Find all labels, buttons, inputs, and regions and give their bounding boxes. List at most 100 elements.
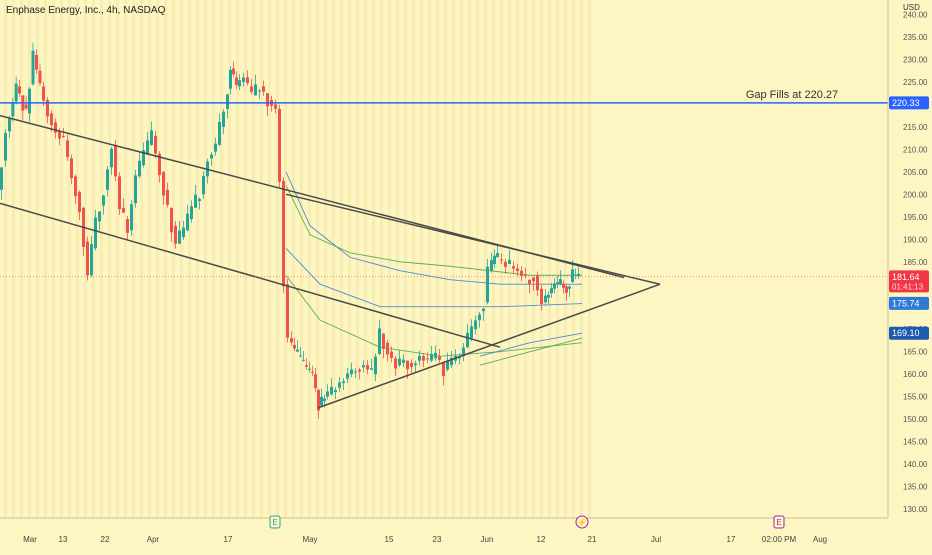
candle-body xyxy=(194,194,197,208)
session-stripe xyxy=(292,0,295,518)
candle-body xyxy=(110,148,113,168)
candle-body xyxy=(130,204,133,231)
ma-blue-lower-line xyxy=(285,247,583,308)
candle-body xyxy=(426,358,429,360)
candle-body xyxy=(553,283,556,289)
candle-body xyxy=(106,169,109,190)
candle-body xyxy=(114,144,117,177)
countdown-text: 01:41:13 xyxy=(892,282,924,291)
candle-body xyxy=(374,356,377,375)
candle-body xyxy=(35,54,38,70)
candle-body xyxy=(170,207,173,233)
earnings-marker-2-box xyxy=(773,515,785,529)
candle-body xyxy=(438,356,441,360)
y-tick-label: 135.00 xyxy=(903,483,928,492)
session-stripe xyxy=(420,0,423,518)
session-stripe xyxy=(236,0,239,518)
session-stripe xyxy=(100,0,103,518)
candle-body xyxy=(326,391,329,397)
candle-body xyxy=(430,354,433,361)
session-stripe xyxy=(380,0,383,518)
candle-body xyxy=(366,365,369,370)
x-tick-label: 17 xyxy=(224,535,233,544)
session-stripe xyxy=(372,0,375,518)
candle-body xyxy=(442,362,445,377)
candle-body xyxy=(466,332,469,348)
session-stripe xyxy=(532,0,535,518)
candle-body xyxy=(4,133,7,161)
session-stripe xyxy=(476,0,479,518)
dividend-marker[interactable]: ⚡ xyxy=(575,515,589,529)
candle-body xyxy=(571,269,574,282)
candle-body xyxy=(410,362,413,367)
last-price-tag: 181.64 01:41:13 xyxy=(889,270,929,293)
earnings-marker-2[interactable]: E xyxy=(773,515,785,529)
candle-body xyxy=(202,176,205,195)
candle-body xyxy=(0,167,3,190)
time-axis[interactable] xyxy=(0,518,888,550)
session-stripe xyxy=(284,0,287,518)
candle-body xyxy=(50,113,53,126)
y-tick-label: 215.00 xyxy=(903,123,928,132)
candle-body xyxy=(134,175,137,204)
candle-body xyxy=(235,77,238,86)
candle-body xyxy=(154,135,157,154)
y-tick-label: 195.00 xyxy=(903,213,928,222)
candle-body xyxy=(302,359,305,361)
candle-body xyxy=(562,284,565,288)
y-tick-label: 200.00 xyxy=(903,190,928,199)
candle-body xyxy=(226,94,229,109)
session-stripe xyxy=(196,0,199,518)
x-tick-label: 12 xyxy=(537,535,546,544)
candle-body xyxy=(406,360,409,370)
ma-lower-tag-bg xyxy=(889,326,929,340)
x-tick-label: Aug xyxy=(813,535,827,544)
y-tick-label: 230.00 xyxy=(903,55,928,64)
candle-body xyxy=(350,369,353,375)
candle-body xyxy=(166,189,169,205)
session-stripe xyxy=(116,0,119,518)
candle-body xyxy=(150,130,153,145)
session-stripe xyxy=(540,0,543,518)
candle-body xyxy=(74,176,77,197)
session-stripe xyxy=(300,0,303,518)
session-stripe xyxy=(412,0,415,518)
candle-body xyxy=(31,50,35,85)
candle-body xyxy=(218,121,221,145)
session-stripe xyxy=(20,0,23,518)
session-stripe xyxy=(460,0,463,518)
session-stripe xyxy=(268,0,271,518)
x-tick-label: Mar xyxy=(23,535,37,544)
candle-body xyxy=(214,143,217,152)
x-tick-label: 17 xyxy=(727,535,736,544)
candle-body xyxy=(528,279,531,284)
session-stripe xyxy=(340,0,343,518)
candle-body xyxy=(520,270,523,276)
ma-green-bottom-line xyxy=(479,337,583,366)
session-stripe xyxy=(308,0,311,518)
candle-body xyxy=(516,268,519,272)
candle-body xyxy=(258,90,261,92)
session-stripe xyxy=(260,0,263,518)
candle-body xyxy=(490,260,493,271)
candle-body xyxy=(394,358,397,369)
session-stripe xyxy=(428,0,431,518)
candle-body xyxy=(246,77,249,84)
candle-body xyxy=(486,266,489,303)
session-stripe xyxy=(4,0,7,518)
earnings-marker-1[interactable]: E xyxy=(269,515,281,529)
candle-body xyxy=(142,150,145,166)
session-stripe xyxy=(156,0,159,518)
candle-body xyxy=(186,213,189,231)
candle-body xyxy=(242,77,245,82)
candle-body xyxy=(38,70,42,84)
candle-body xyxy=(46,99,49,117)
candle-body xyxy=(568,286,571,289)
session-stripe xyxy=(76,0,79,518)
candle-body xyxy=(42,86,45,101)
session-stripe xyxy=(276,0,279,518)
candle-body xyxy=(320,396,323,406)
session-stripe xyxy=(348,0,351,518)
session-stripe xyxy=(580,0,583,518)
